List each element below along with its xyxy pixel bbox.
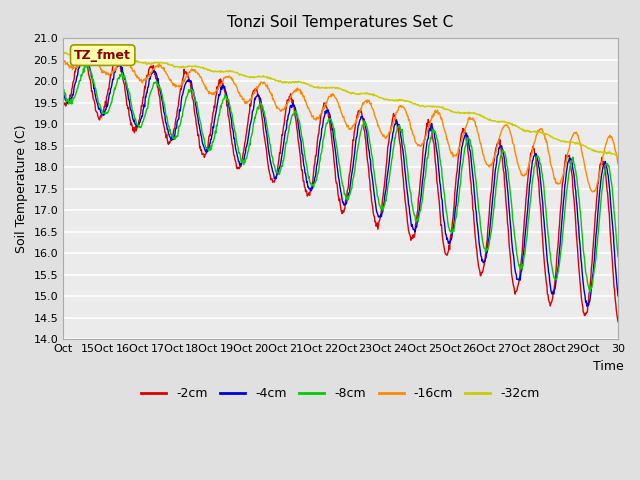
-16cm bbox=[290, 88, 298, 94]
-8cm bbox=[614, 253, 622, 259]
-8cm bbox=[60, 88, 67, 94]
-4cm bbox=[387, 144, 394, 149]
-8cm bbox=[290, 111, 298, 117]
-2cm bbox=[587, 275, 595, 280]
-8cm bbox=[163, 114, 171, 120]
-32cm bbox=[61, 49, 68, 55]
-2cm bbox=[596, 167, 604, 173]
-8cm bbox=[387, 166, 394, 171]
-16cm bbox=[596, 168, 604, 173]
Title: Tonzi Soil Temperatures Set C: Tonzi Soil Temperatures Set C bbox=[227, 15, 454, 30]
-32cm bbox=[614, 153, 622, 158]
-16cm bbox=[587, 186, 595, 192]
Legend: -2cm, -4cm, -8cm, -16cm, -32cm: -2cm, -4cm, -8cm, -16cm, -32cm bbox=[136, 383, 545, 406]
-32cm bbox=[387, 97, 394, 103]
-8cm bbox=[586, 289, 593, 295]
-32cm bbox=[290, 79, 298, 85]
-2cm bbox=[290, 103, 298, 108]
Line: -2cm: -2cm bbox=[63, 50, 618, 322]
-2cm bbox=[60, 100, 67, 106]
-16cm bbox=[60, 58, 67, 64]
-4cm bbox=[614, 293, 622, 299]
Y-axis label: Soil Temperature (C): Soil Temperature (C) bbox=[15, 124, 28, 253]
-32cm bbox=[596, 149, 604, 155]
-16cm bbox=[86, 54, 93, 60]
-4cm bbox=[588, 285, 595, 291]
-16cm bbox=[163, 71, 171, 77]
-16cm bbox=[87, 53, 95, 59]
-4cm bbox=[86, 68, 94, 73]
-16cm bbox=[589, 189, 596, 195]
-4cm bbox=[596, 186, 604, 192]
-2cm bbox=[77, 47, 85, 53]
-2cm bbox=[163, 132, 171, 137]
-8cm bbox=[81, 61, 88, 67]
-2cm bbox=[614, 319, 622, 324]
Line: -4cm: -4cm bbox=[63, 55, 618, 306]
-4cm bbox=[60, 90, 67, 96]
-32cm bbox=[86, 52, 94, 58]
-4cm bbox=[80, 52, 88, 58]
-32cm bbox=[60, 50, 67, 56]
-2cm bbox=[86, 77, 94, 83]
-16cm bbox=[614, 161, 622, 167]
-2cm bbox=[387, 129, 394, 134]
X-axis label: Time: Time bbox=[593, 360, 623, 373]
Line: -32cm: -32cm bbox=[63, 52, 618, 156]
-4cm bbox=[290, 102, 298, 108]
-8cm bbox=[86, 69, 94, 74]
Line: -8cm: -8cm bbox=[63, 64, 618, 292]
-8cm bbox=[588, 286, 595, 291]
-32cm bbox=[614, 154, 621, 159]
-4cm bbox=[163, 123, 171, 129]
-32cm bbox=[587, 146, 595, 152]
-32cm bbox=[163, 61, 171, 67]
-4cm bbox=[583, 303, 591, 309]
-8cm bbox=[596, 209, 604, 215]
Text: TZ_fmet: TZ_fmet bbox=[74, 48, 131, 61]
Line: -16cm: -16cm bbox=[63, 56, 618, 192]
-16cm bbox=[387, 127, 394, 132]
